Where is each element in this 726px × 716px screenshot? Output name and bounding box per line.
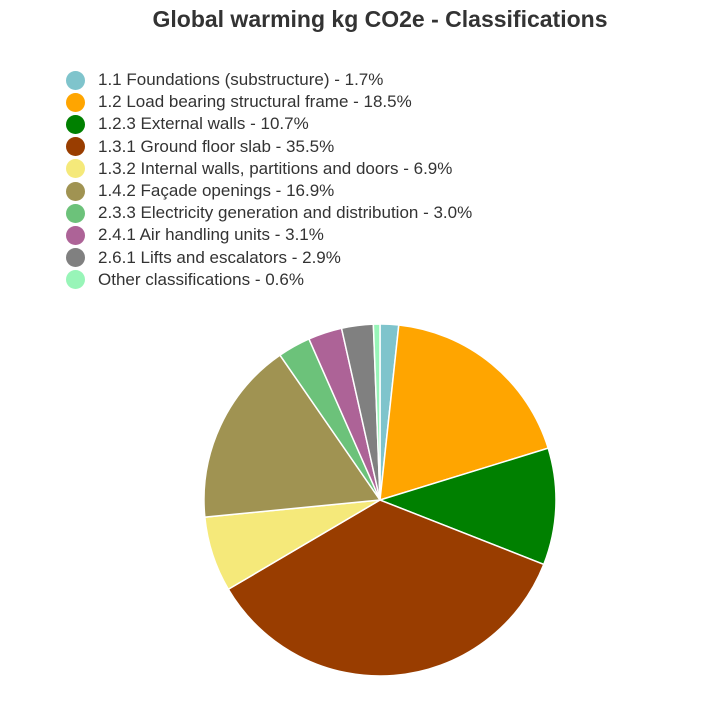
legend-item[interactable]: 2.3.3 Electricity generation and distrib… (66, 202, 472, 224)
legend-swatch (66, 92, 85, 112)
legend-item[interactable]: 1.3.1 Ground floor slab - 35.5% (66, 136, 472, 158)
legend-label: 1.2 Load bearing structural frame - 18.5… (98, 92, 412, 112)
legend-item[interactable]: 1.3.2 Internal walls, partitions and doo… (66, 158, 472, 180)
legend-item[interactable]: Other classifications - 0.6% (66, 269, 472, 291)
legend-swatch (66, 114, 85, 134)
legend-swatch (66, 70, 85, 90)
legend-label: 1.1 Foundations (substructure) - 1.7% (98, 70, 384, 90)
legend-item[interactable]: 1.1 Foundations (substructure) - 1.7% (66, 69, 472, 91)
legend-swatch (66, 137, 85, 157)
legend-item[interactable]: 2.6.1 Lifts and escalators - 2.9% (66, 247, 472, 269)
legend-label: 1.3.1 Ground floor slab - 35.5% (98, 136, 335, 156)
chart-title: Global warming kg CO2e - Classifications (152, 6, 608, 32)
legend-swatch (66, 159, 85, 179)
legend-label: 2.3.3 Electricity generation and distrib… (98, 203, 473, 223)
legend-label: 1.2.3 External walls - 10.7% (98, 114, 309, 134)
legend-label: 1.3.2 Internal walls, partitions and doo… (98, 158, 453, 178)
pie-slice[interactable] (379, 324, 550, 502)
legend-label: 1.4.2 Façade openings - 16.9% (98, 181, 335, 201)
legend-item[interactable]: 1.4.2 Façade openings - 16.9% (66, 180, 472, 202)
pie-slice[interactable] (203, 354, 382, 518)
legend-label: 2.4.1 Air handling units - 3.1% (98, 225, 324, 245)
legend-swatch (66, 181, 85, 201)
legend-label: Other classifications - 0.6% (98, 269, 304, 289)
legend-swatch (66, 203, 85, 223)
legend-swatch (66, 248, 85, 268)
legend-swatch (66, 225, 85, 245)
legend-label: 2.6.1 Lifts and escalators - 2.9% (98, 247, 341, 267)
pie-slice[interactable] (372, 323, 381, 501)
legend: 1.1 Foundations (substructure) - 1.7% 1.2… (66, 69, 472, 291)
legend-item[interactable]: 2.4.1 Air handling units - 3.1% (66, 224, 472, 246)
pie-slice[interactable] (377, 447, 557, 566)
legend-item[interactable]: 1.2 Load bearing structural frame - 18.5… (66, 91, 472, 113)
pie-slice[interactable] (227, 499, 545, 677)
legend-item[interactable]: 1.2.3 External walls - 10.7% (66, 113, 472, 135)
legend-swatch (66, 270, 85, 290)
